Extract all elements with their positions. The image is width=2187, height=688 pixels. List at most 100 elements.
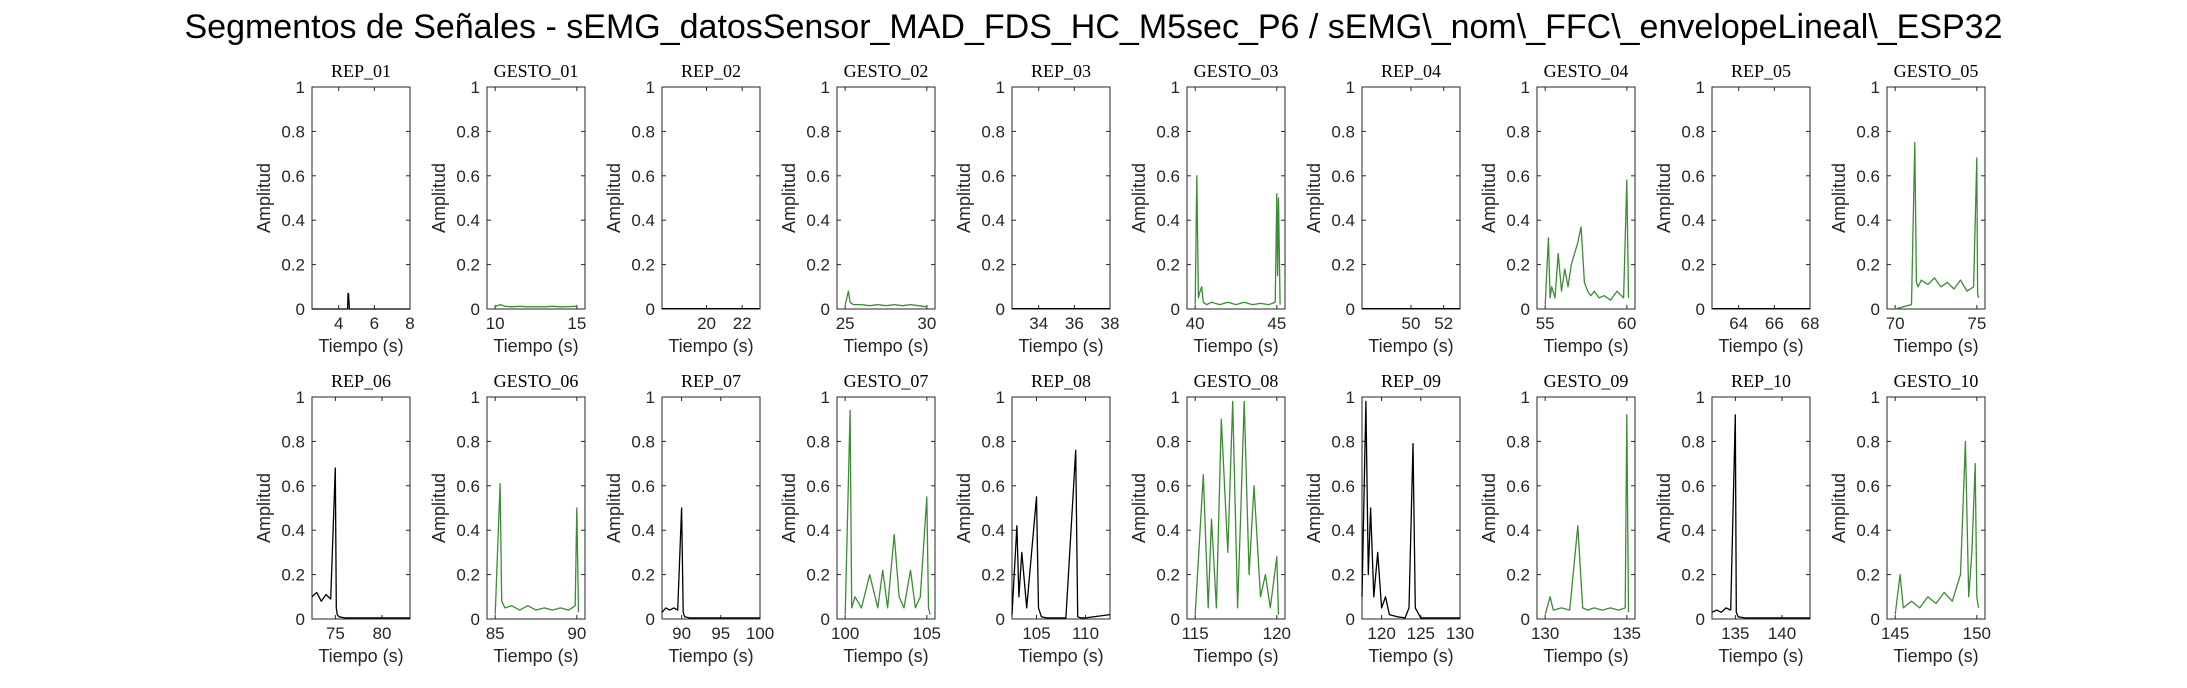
- x-tick-label: 80: [373, 624, 392, 643]
- x-tick-label: 34: [1029, 314, 1048, 333]
- signal-line: [311, 467, 410, 619]
- x-tick-label: 38: [1101, 314, 1120, 333]
- subplot-gesto-01: GESTO_01 0 0.2 0.4 0.6 0.8 1 10 15 Tiempo (s) Ampl…: [429, 61, 586, 356]
- y-tick-label: 1: [821, 78, 830, 97]
- y-tick-label: 0.8: [281, 432, 305, 451]
- y-tick-label: 0.8: [806, 432, 830, 451]
- y-tick-label: 1: [1346, 388, 1355, 407]
- y-tick-label: 0.2: [456, 566, 480, 585]
- subplot-gesto-07: GESTO_07 0 0.2 0.4 0.6 0.8 1 100 105 Tiempo (s) Am…: [779, 371, 941, 666]
- signal-line: [844, 290, 927, 308]
- x-axis-label: Tiempo (s): [1893, 646, 1978, 666]
- y-axis-label: Amplitud: [429, 473, 449, 543]
- y-tick-label: 0.4: [1856, 521, 1880, 540]
- x-tick-label: 45: [1267, 314, 1286, 333]
- y-tick-label: 0: [1696, 610, 1705, 629]
- y-tick-label: 0.8: [1331, 122, 1355, 141]
- y-tick-label: 0.2: [631, 256, 655, 275]
- y-tick-label: 0.2: [1506, 566, 1530, 585]
- x-tick-label: 145: [1881, 624, 1909, 643]
- y-tick-label: 1: [646, 388, 655, 407]
- x-tick-label: 130: [1531, 624, 1559, 643]
- y-tick-label: 0: [821, 610, 830, 629]
- y-tick-label: 0.2: [631, 566, 655, 585]
- y-tick-label: 0.6: [1681, 477, 1705, 496]
- y-tick-label: 0.2: [281, 566, 305, 585]
- y-tick-label: 1: [1696, 388, 1705, 407]
- y-tick-label: 1: [1521, 78, 1530, 97]
- y-tick-label: 0.2: [1156, 256, 1180, 275]
- y-tick-label: 0.4: [1506, 211, 1530, 230]
- y-tick-label: 0.6: [281, 167, 305, 186]
- y-tick-label: 0.8: [1506, 432, 1530, 451]
- subplot-title: REP_06: [331, 371, 391, 391]
- y-tick-label: 0.8: [1856, 122, 1880, 141]
- y-tick-label: 0.6: [631, 477, 655, 496]
- x-tick-label: 135: [1613, 624, 1641, 643]
- y-tick-label: 1: [1871, 78, 1880, 97]
- x-tick-label: 60: [1617, 314, 1636, 333]
- subplot-title: GESTO_01: [494, 61, 579, 81]
- subplot-rep-09: REP_09 0 0.2 0.4 0.6 0.8 1 120 125 130 Tiempo (s) A…: [1304, 371, 1474, 666]
- subplot-rep-02: REP_02 0 0.2 0.4 0.6 0.8 1 20 22 Tiempo (s) Amplit…: [604, 61, 761, 356]
- subplot-title: GESTO_07: [844, 371, 929, 391]
- y-tick-label: 1: [296, 78, 305, 97]
- y-tick-label: 0.4: [281, 521, 305, 540]
- x-tick-label: 40: [1186, 314, 1205, 333]
- y-tick-label: 0.4: [631, 521, 655, 540]
- x-tick-label: 8: [405, 314, 414, 333]
- y-tick-label: 0.8: [456, 122, 480, 141]
- y-axis-label: Amplitud: [954, 473, 974, 543]
- y-tick-label: 0.6: [1856, 477, 1880, 496]
- y-tick-label: 1: [1696, 78, 1705, 97]
- y-axis-label: Amplitud: [254, 163, 274, 233]
- y-tick-label: 0.8: [806, 122, 830, 141]
- x-tick-label: 68: [1801, 314, 1820, 333]
- subplot-gesto-06: GESTO_06 0 0.2 0.4 0.6 0.8 1 85 90 Tiempo (s) Ampl…: [429, 371, 586, 666]
- figure-title: Segmentos de Señales - sEMG_datosSensor_…: [184, 8, 2003, 46]
- x-tick-label: 64: [1729, 314, 1748, 333]
- y-tick-label: 0: [1521, 610, 1530, 629]
- y-tick-label: 0.8: [1506, 122, 1530, 141]
- x-axis-label: Tiempo (s): [1893, 336, 1978, 356]
- x-axis-label: Tiempo (s): [1543, 336, 1628, 356]
- x-axis-label: Tiempo (s): [1193, 336, 1278, 356]
- y-tick-label: 0.2: [1681, 256, 1705, 275]
- subplot-title: GESTO_08: [1194, 371, 1279, 391]
- subplot-title: GESTO_06: [494, 371, 579, 391]
- y-tick-label: 0.2: [981, 566, 1005, 585]
- x-tick-label: 4: [334, 314, 343, 333]
- axes-box: [311, 86, 411, 310]
- x-tick-label: 115: [1182, 624, 1209, 643]
- subplot-gesto-08: GESTO_08 0 0.2 0.4 0.6 0.8 1 115 120 Tiempo (s) Am…: [1129, 371, 1291, 666]
- subplot-title: REP_03: [1031, 61, 1091, 81]
- y-axis-label: Amplitud: [1479, 163, 1499, 233]
- axes-box: [661, 396, 761, 620]
- signal-line: [1361, 400, 1460, 619]
- y-axis-label: Amplitud: [1304, 163, 1324, 233]
- y-tick-label: 0.4: [1506, 521, 1530, 540]
- x-tick-label: 52: [1434, 314, 1453, 333]
- x-tick-label: 15: [567, 314, 586, 333]
- y-tick-label: 0.4: [1156, 521, 1180, 540]
- y-tick-label: 0: [471, 610, 480, 629]
- y-axis-label: Amplitud: [1129, 163, 1149, 233]
- x-axis-label: Tiempo (s): [1543, 646, 1628, 666]
- subplot-title: GESTO_04: [1544, 61, 1629, 81]
- y-tick-label: 0.8: [981, 122, 1005, 141]
- signal-line: [661, 507, 760, 619]
- y-tick-label: 1: [471, 388, 480, 407]
- x-tick-label: 75: [326, 624, 345, 643]
- y-tick-label: 0.8: [456, 432, 480, 451]
- x-tick-label: 36: [1065, 314, 1084, 333]
- y-axis-label: Amplitud: [604, 163, 624, 233]
- y-tick-label: 0: [646, 610, 655, 629]
- x-tick-label: 30: [917, 314, 936, 333]
- x-tick-label: 100: [831, 624, 859, 643]
- subplot-rep-04: REP_04 0 0.2 0.4 0.6 0.8 1 50 52 Tiempo (s) Amplit…: [1304, 61, 1461, 356]
- y-tick-label: 0.8: [631, 122, 655, 141]
- x-axis-label: Tiempo (s): [318, 336, 403, 356]
- x-axis-label: Tiempo (s): [318, 646, 403, 666]
- signal-line: [1544, 179, 1630, 305]
- y-tick-label: 0: [1346, 300, 1355, 319]
